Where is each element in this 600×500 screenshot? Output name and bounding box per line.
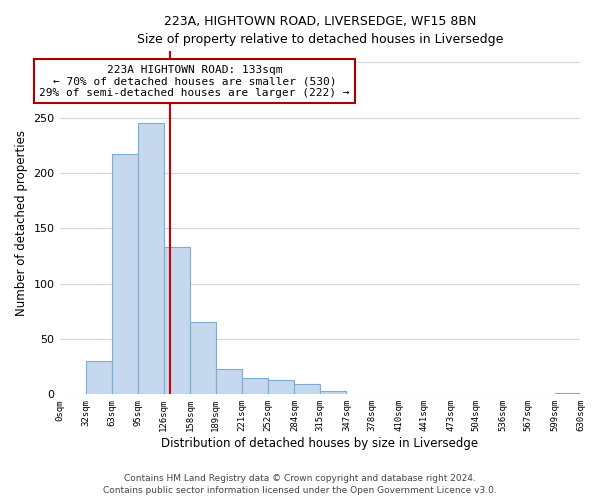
Bar [295,384,320,394]
Text: Contains HM Land Registry data © Crown copyright and database right 2024.
Contai: Contains HM Land Registry data © Crown c… [103,474,497,495]
Bar [216,369,242,394]
Title: 223A, HIGHTOWN ROAD, LIVERSEDGE, WF15 8BN
Size of property relative to detached : 223A, HIGHTOWN ROAD, LIVERSEDGE, WF15 8B… [137,15,503,46]
Bar [555,393,580,394]
Y-axis label: Number of detached properties: Number of detached properties [15,130,28,316]
Bar [86,361,112,394]
Bar [138,124,164,394]
X-axis label: Distribution of detached houses by size in Liversedge: Distribution of detached houses by size … [161,437,479,450]
Bar [268,380,295,394]
Bar [242,378,268,394]
Bar [320,391,346,394]
Bar [112,154,138,394]
Bar [164,247,190,394]
Text: 223A HIGHTOWN ROAD: 133sqm
← 70% of detached houses are smaller (530)
29% of sem: 223A HIGHTOWN ROAD: 133sqm ← 70% of deta… [39,64,350,98]
Bar [190,322,216,394]
